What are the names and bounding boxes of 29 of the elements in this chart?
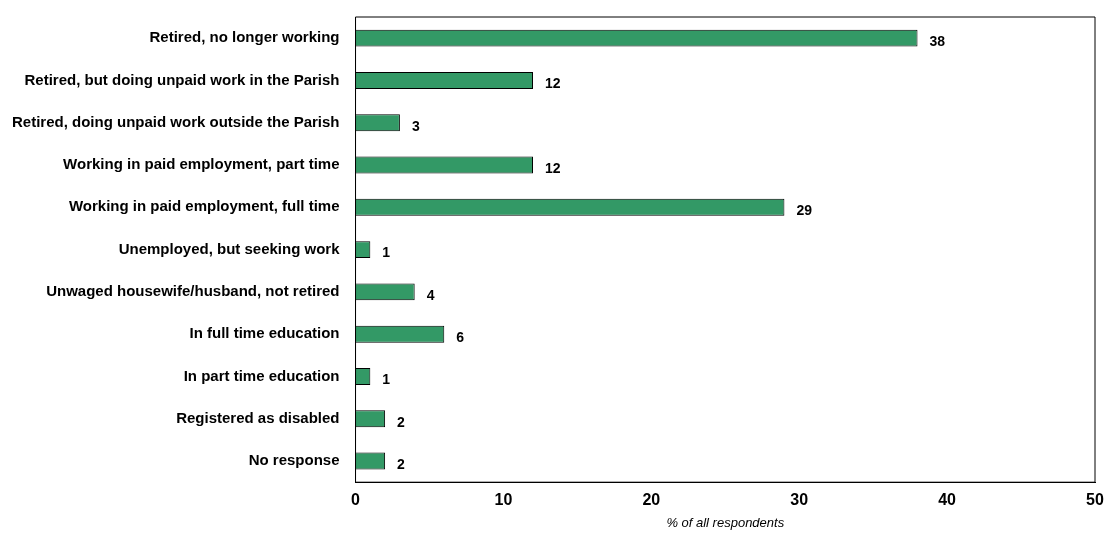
y-tick-label: In full time education <box>189 324 340 342</box>
x-tick-label: 10 <box>494 491 513 509</box>
y-tick-label: Retired, doing unpaid work outside the Parish <box>11 112 340 130</box>
data-label: 2 <box>397 455 406 472</box>
y-tick-label: Working in paid employment, part time <box>63 155 340 173</box>
y-tick-label: Unemployed, but seeking work <box>118 239 341 257</box>
y-tick-label: Unwaged housewife/husband, not retired <box>46 282 340 300</box>
y-tick-label: Retired, but doing unpaid work in the Parish <box>24 70 340 88</box>
data-label: 1 <box>382 244 391 261</box>
x-tick-label: 50 <box>1086 491 1104 509</box>
data-label: 1 <box>382 371 391 388</box>
data-label: 3 <box>411 117 420 134</box>
x-axis-title: % of all respondents <box>666 514 785 530</box>
data-label: 38 <box>929 33 946 49</box>
y-tick-label: No response <box>248 451 340 469</box>
data-label: 29 <box>796 202 813 219</box>
y-tick-label: In part time education <box>183 366 340 384</box>
y-tick-label: Registered as disabled <box>176 408 340 426</box>
data-label: 4 <box>426 286 435 303</box>
data-label: 12 <box>545 75 561 92</box>
x-tick-label: 20 <box>642 491 661 509</box>
x-tick-label: 30 <box>790 491 809 509</box>
data-label: 6 <box>456 329 465 346</box>
data-label: 12 <box>545 159 561 176</box>
x-tick-label: 40 <box>938 491 957 509</box>
y-tick-label: Working in paid employment, full time <box>68 197 340 215</box>
data-label: 2 <box>397 413 406 430</box>
x-tick-label: 0 <box>351 491 361 509</box>
y-tick-label: Retired, no longer working <box>149 28 340 46</box>
